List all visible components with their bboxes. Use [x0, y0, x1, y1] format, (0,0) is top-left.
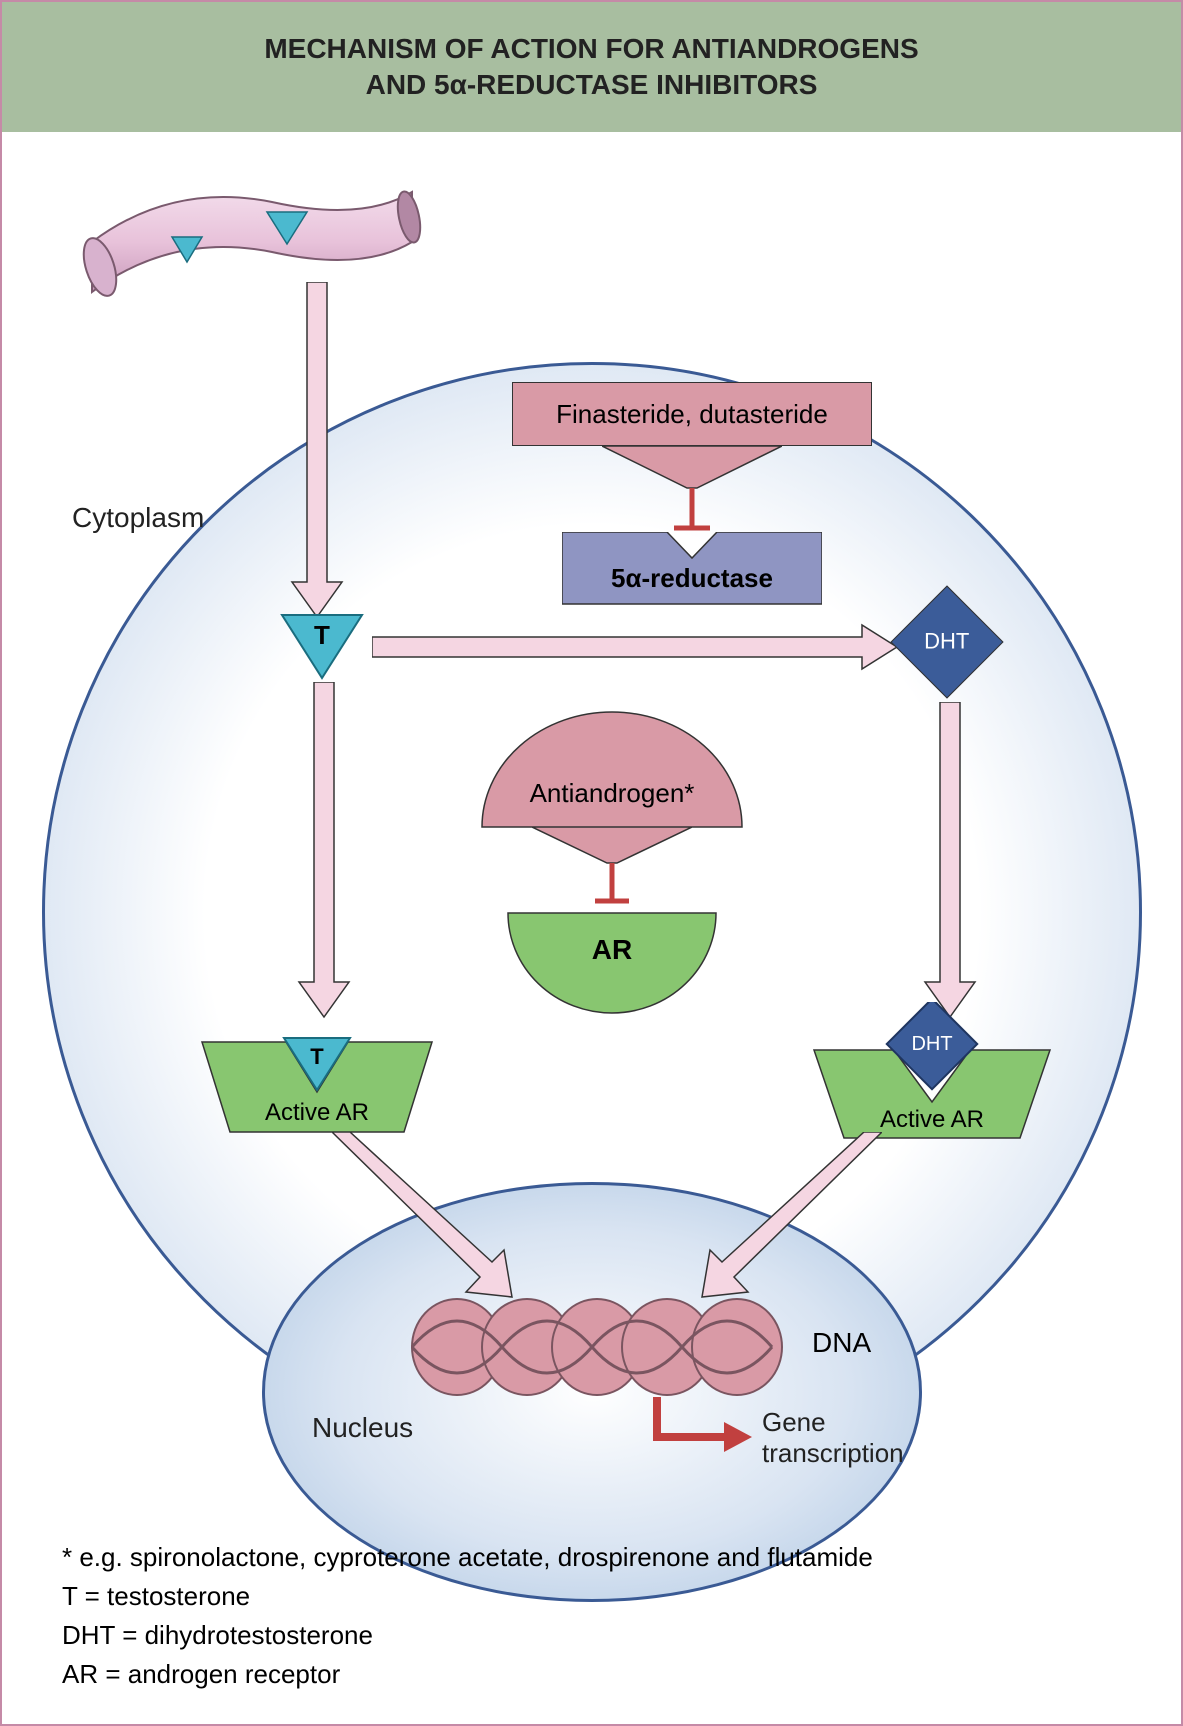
diagram-frame: MECHANISM OF ACTION FOR ANTIANDROGENS AN… [0, 0, 1183, 1726]
svg-text:Active AR: Active AR [265, 1099, 369, 1126]
blood-vessel [82, 172, 422, 312]
arrow-vessel-to-t [277, 282, 357, 622]
active-ar-left: T Active AR [192, 1002, 442, 1147]
svg-text:AR: AR [592, 934, 632, 965]
svg-text:DHT: DHT [911, 1033, 952, 1055]
nucleus-label: Nucleus [312, 1412, 413, 1444]
legend-ar: AR = androgen receptor [62, 1655, 873, 1694]
legend-note: * e.g. spironolactone, cyproterone aceta… [62, 1538, 873, 1577]
svg-text:Antiandrogen*: Antiandrogen* [530, 778, 695, 808]
testosterone-node: T [272, 610, 372, 690]
arrow-dht-to-activear-right [920, 702, 980, 1022]
inhibit-antiandrogen-to-ar [532, 827, 692, 917]
legend: * e.g. spironolactone, cyproterone aceta… [62, 1538, 873, 1694]
gene-arrow-icon [642, 1392, 762, 1472]
ar-node: AR [500, 907, 724, 1027]
diagram-area: Cytoplasm Nucleus T DHT Finasteride, dut… [2, 132, 1181, 1724]
enzyme-node: 5α-reductase [562, 532, 822, 610]
title-line1: MECHANISM OF ACTION FOR ANTIANDROGENS [264, 33, 918, 64]
svg-text:Active AR: Active AR [880, 1106, 984, 1133]
cytoplasm-label: Cytoplasm [72, 502, 204, 534]
active-ar-right: DHT Active AR [802, 1002, 1062, 1152]
arrow-t-to-activear-left [294, 682, 354, 1022]
arrow-arright-to-dna [672, 1132, 882, 1312]
inhibit-drug-to-enzyme [602, 446, 782, 546]
dna-label: DNA [812, 1327, 871, 1359]
drug-box: Finasteride, dutasteride [512, 382, 872, 446]
dht-label: DHT [924, 629, 969, 655]
drug-box-label: Finasteride, dutasteride [556, 399, 828, 430]
arrow-t-to-dht [372, 622, 902, 672]
t-label: T [314, 620, 330, 650]
antiandrogen-node: Antiandrogen* [472, 707, 752, 837]
title-line2: AND 5α-REDUCTASE INHIBITORS [366, 69, 818, 100]
gene-transcription-label: Genetranscription [762, 1407, 904, 1469]
svg-text:5α-reductase: 5α-reductase [611, 563, 773, 593]
arrow-arleft-to-dna [332, 1132, 542, 1312]
legend-dht: DHT = dihydrotestosterone [62, 1616, 873, 1655]
svg-text:T: T [310, 1044, 324, 1069]
legend-t: T = testosterone [62, 1577, 873, 1616]
title-bar: MECHANISM OF ACTION FOR ANTIANDROGENS AN… [2, 2, 1181, 132]
